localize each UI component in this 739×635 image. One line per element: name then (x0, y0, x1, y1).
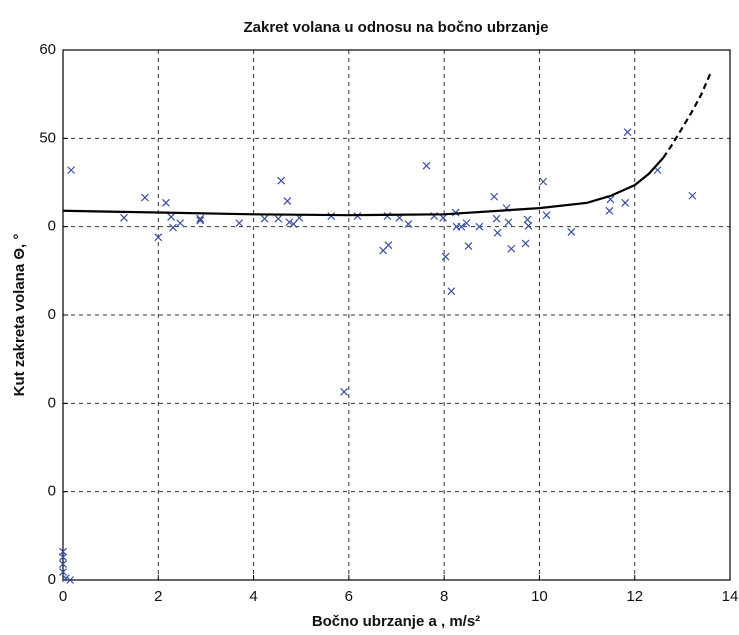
scatter-point (196, 216, 205, 225)
scatter-point (154, 233, 163, 242)
scatter-point (66, 576, 75, 584)
x-tick-label: 14 (722, 588, 739, 605)
scatter-point (457, 222, 466, 231)
scatter-point (621, 198, 630, 207)
scatter-point (383, 212, 392, 220)
y-tick-label: 0 (48, 394, 56, 411)
x-axis-label: Bočno ubrzanje a , m/s² (312, 613, 480, 630)
scatter-point (59, 560, 67, 569)
x-tick-label: 6 (345, 588, 353, 605)
scatter-point (492, 214, 501, 223)
chart-title: Zakret volana u odnosu na bočno ubrzanje (243, 19, 548, 36)
y-axis-label: Kut zakreta volana Θ, ° (11, 234, 28, 397)
curve (662, 71, 712, 159)
curve (62, 157, 665, 217)
y-tick-label: 60 (39, 41, 56, 58)
scatter-point (605, 206, 614, 215)
scatter-point (235, 219, 244, 228)
scatter-point (688, 191, 697, 200)
scatter-point (141, 193, 149, 202)
scatter-point (67, 166, 76, 175)
scatter-point (462, 219, 471, 228)
scatter-point (464, 242, 473, 251)
scatter-point (623, 128, 632, 137)
y-tick-label: 0 (48, 483, 56, 500)
scatter-point (475, 222, 484, 231)
y-tick-label: 50 (39, 129, 56, 146)
scatter-point (447, 287, 456, 296)
scatter-point (169, 223, 177, 232)
scatter-point (542, 211, 551, 220)
scatter-point (120, 213, 128, 222)
scatter-point (439, 213, 448, 222)
scatter-point (161, 198, 170, 207)
scatter-point (384, 241, 393, 250)
scatter-point (196, 214, 205, 223)
scatter-point (289, 220, 298, 228)
x-tick-label: 8 (440, 588, 448, 605)
scatter-point (277, 176, 286, 185)
scatter-point (59, 553, 67, 561)
scatter-point (523, 215, 532, 224)
x-tick-label: 10 (531, 588, 548, 605)
scatter-point (340, 387, 349, 396)
scatter-point (176, 219, 185, 228)
scatter-point (490, 192, 499, 201)
x-tick-label: 12 (626, 588, 643, 605)
scatter-point (539, 177, 548, 186)
scatter-point (504, 218, 513, 227)
scatter-point (285, 218, 294, 227)
x-tick-label: 4 (249, 588, 257, 605)
scatter-point (493, 228, 502, 237)
scatter-point (567, 228, 576, 236)
scatter-point (422, 161, 431, 170)
scatter-point (167, 213, 176, 221)
x-tick-label: 0 (59, 588, 67, 605)
scatter-point (59, 568, 67, 576)
scatter-point (521, 239, 530, 248)
scatter-point (507, 244, 516, 253)
plot-frame (62, 49, 731, 581)
scatter-point (283, 197, 292, 205)
scatter-point (274, 214, 283, 223)
y-tick-label: 0 (48, 306, 56, 323)
x-tick-label: 2 (154, 588, 162, 605)
scatter-point (524, 221, 533, 230)
y-tick-label: 0 (48, 218, 56, 235)
y-tick-label: 0 (48, 571, 56, 588)
scatter-point (404, 220, 413, 228)
scatter-point (260, 214, 269, 223)
scatter-point (61, 574, 70, 583)
scatter-point (441, 252, 450, 261)
